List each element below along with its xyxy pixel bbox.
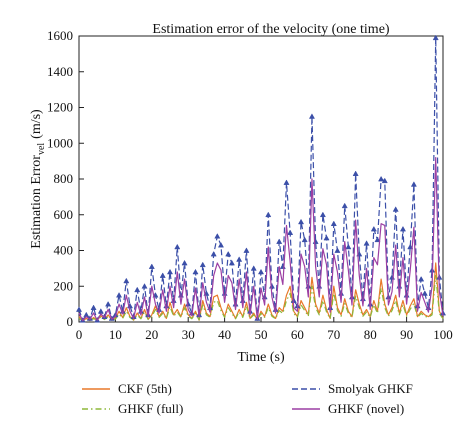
y-axis: 0 200 400 600 800 1000 1200 1400 1600 (47, 28, 84, 329)
y-axis-title-sub: vel (36, 143, 47, 155)
legend-label: CKF (5th) (118, 381, 172, 396)
data-point (432, 34, 439, 41)
data-point (105, 301, 112, 307)
x-tick-label: 30 (182, 327, 195, 342)
x-tick-label: 40 (218, 327, 231, 342)
data-point (378, 175, 385, 182)
x-tick-label: 70 (327, 327, 340, 342)
data-point (312, 238, 319, 244)
x-tick-label: 50 (255, 327, 268, 342)
x-tick-label: 80 (364, 327, 377, 342)
data-point (287, 229, 294, 235)
data-point (283, 179, 290, 185)
data-point (301, 236, 308, 243)
y-tick-label: 200 (54, 278, 74, 293)
data-point (276, 238, 283, 244)
x-tick-label: 20 (145, 327, 158, 342)
chart-title: Estimation error of the velocity (one ti… (152, 22, 389, 37)
legend-label: Smolyak GHKF (328, 381, 413, 396)
data-point (116, 292, 123, 298)
data-point (323, 234, 330, 241)
series-line-ghkf-novel (78, 156, 444, 322)
x-tick-label: 0 (76, 327, 83, 342)
x-tick-label: 90 (400, 327, 413, 342)
y-axis-title-main: Estimation Error (29, 155, 44, 249)
data-point (410, 181, 417, 187)
y-axis-title-unit: (m/s) (29, 109, 44, 139)
data-point (345, 243, 352, 250)
data-point (181, 259, 188, 266)
data-point (418, 275, 425, 282)
data-point (421, 290, 428, 296)
data-point (97, 308, 104, 314)
data-point (334, 247, 341, 253)
y-tick-label: 1400 (47, 64, 73, 79)
series-line-ghkf-full (78, 274, 444, 322)
data-point (298, 218, 305, 225)
legend-label: GHKF (novel) (328, 401, 404, 416)
data-point (174, 243, 181, 250)
series-line-ckf-5th (78, 262, 444, 322)
data-point (396, 283, 403, 289)
series-layer (75, 34, 447, 323)
x-axis: 0 10 20 30 40 50 60 70 80 90 100 (76, 317, 453, 342)
y-tick-label: 600 (54, 207, 74, 222)
data-point (374, 236, 381, 243)
series-ghkf-novel (78, 156, 444, 322)
x-tick-label: 10 (109, 327, 122, 342)
y-tick-label: 400 (54, 243, 74, 258)
data-point (192, 268, 199, 275)
data-point (210, 250, 217, 257)
data-point (308, 113, 315, 119)
data-point (268, 283, 275, 289)
data-point (265, 211, 272, 218)
data-point (250, 265, 257, 271)
data-point (341, 202, 348, 209)
series-ghkf-full (78, 274, 444, 322)
legend-item-ghkf-full: GHKF (full) (82, 401, 183, 416)
legend-item-ghkf-novel: GHKF (novel) (292, 401, 404, 416)
data-point (228, 259, 235, 266)
y-tick-label: 0 (67, 314, 74, 329)
data-point (217, 242, 224, 248)
data-point (214, 233, 221, 239)
data-point (159, 272, 166, 278)
data-point (123, 277, 130, 284)
x-tick-label: 100 (433, 327, 453, 342)
data-point (370, 225, 377, 232)
data-point (399, 225, 406, 232)
data-point (134, 286, 141, 293)
legend-item-smolyak-ghkf: Smolyak GHKF (292, 381, 413, 396)
data-point (392, 206, 399, 212)
legend-label: GHKF (full) (118, 401, 183, 416)
legend-item-ckf-5th: CKF (5th) (82, 381, 172, 396)
legend: CKF (5th) GHKF (full) Smolyak GHKF GHKF (no… (82, 381, 413, 416)
series-line-smolyak-ghkf (78, 37, 444, 321)
y-tick-label: 1000 (47, 135, 73, 150)
data-point (363, 240, 370, 246)
data-point (330, 220, 337, 227)
y-tick-label: 1200 (47, 100, 73, 115)
data-point (75, 306, 83, 312)
data-point (243, 247, 250, 253)
data-point (352, 170, 359, 176)
data-point (90, 304, 97, 311)
x-tick-label: 60 (291, 327, 304, 342)
y-tick-label: 1600 (47, 28, 73, 43)
y-tick-label: 800 (54, 171, 74, 186)
data-point (148, 263, 155, 269)
data-point (199, 261, 206, 268)
data-point (141, 283, 148, 289)
series-smolyak-ghkf (75, 34, 447, 323)
data-point (319, 211, 326, 218)
data-point (166, 268, 174, 275)
data-point (381, 177, 388, 184)
x-axis-title: Time (s) (237, 350, 285, 365)
data-point (225, 250, 232, 257)
y-axis-title: Estimation Errorvel (m/s) (29, 109, 47, 249)
data-point (257, 268, 265, 275)
data-point (236, 256, 243, 262)
series-ckf-5th (78, 262, 444, 322)
